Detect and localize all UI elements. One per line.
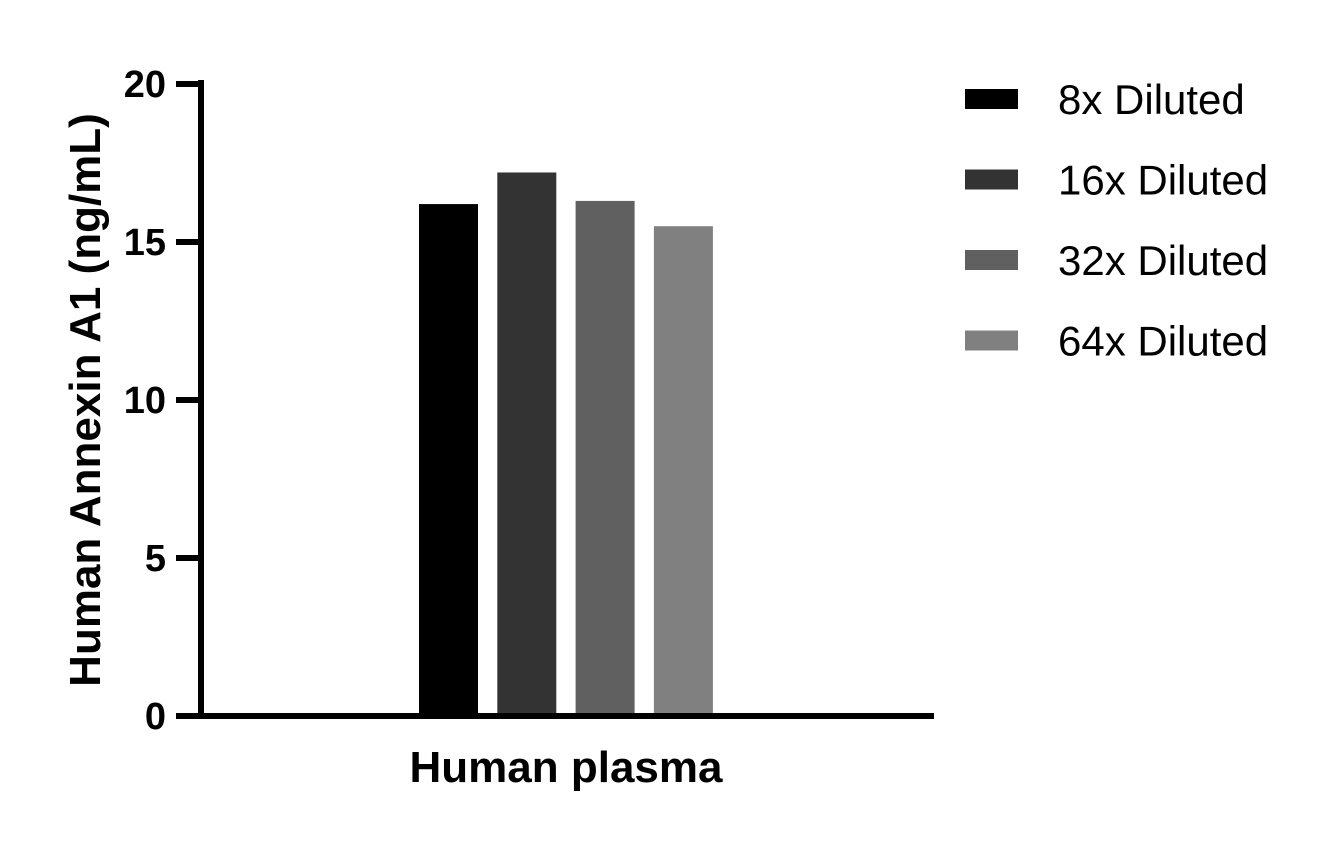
y-tick-label: 5 xyxy=(145,538,166,580)
y-tick-label: 15 xyxy=(124,222,166,264)
legend-label: 32x Diluted xyxy=(1058,237,1268,284)
y-axis: 0 5 10 15 20 xyxy=(124,64,204,738)
legend-swatch xyxy=(965,169,1018,190)
x-axis-label: Human plasma xyxy=(410,743,724,792)
legend-label: 64x Diluted xyxy=(1058,318,1268,365)
bar-16x-diluted xyxy=(497,172,557,717)
legend-label: 8x Diluted xyxy=(1058,76,1245,123)
legend-label: 16x Diluted xyxy=(1058,157,1268,204)
legend-swatch xyxy=(965,250,1018,270)
bars xyxy=(419,172,713,717)
bar-32x-diluted xyxy=(575,200,635,717)
y-tick-label: 0 xyxy=(145,696,166,738)
bar-64x-diluted xyxy=(653,226,713,716)
y-tick-label: 20 xyxy=(124,64,166,106)
legend: 8x Diluted 16x Diluted 32x Diluted 64x Dilu… xyxy=(965,76,1268,365)
legend-swatch xyxy=(965,89,1018,109)
y-tick-label: 10 xyxy=(124,380,166,422)
bar-8x-diluted xyxy=(419,204,478,716)
legend-swatch xyxy=(965,330,1018,351)
y-axis-label: Human Annexin A1 (ng/mL) xyxy=(61,113,110,687)
